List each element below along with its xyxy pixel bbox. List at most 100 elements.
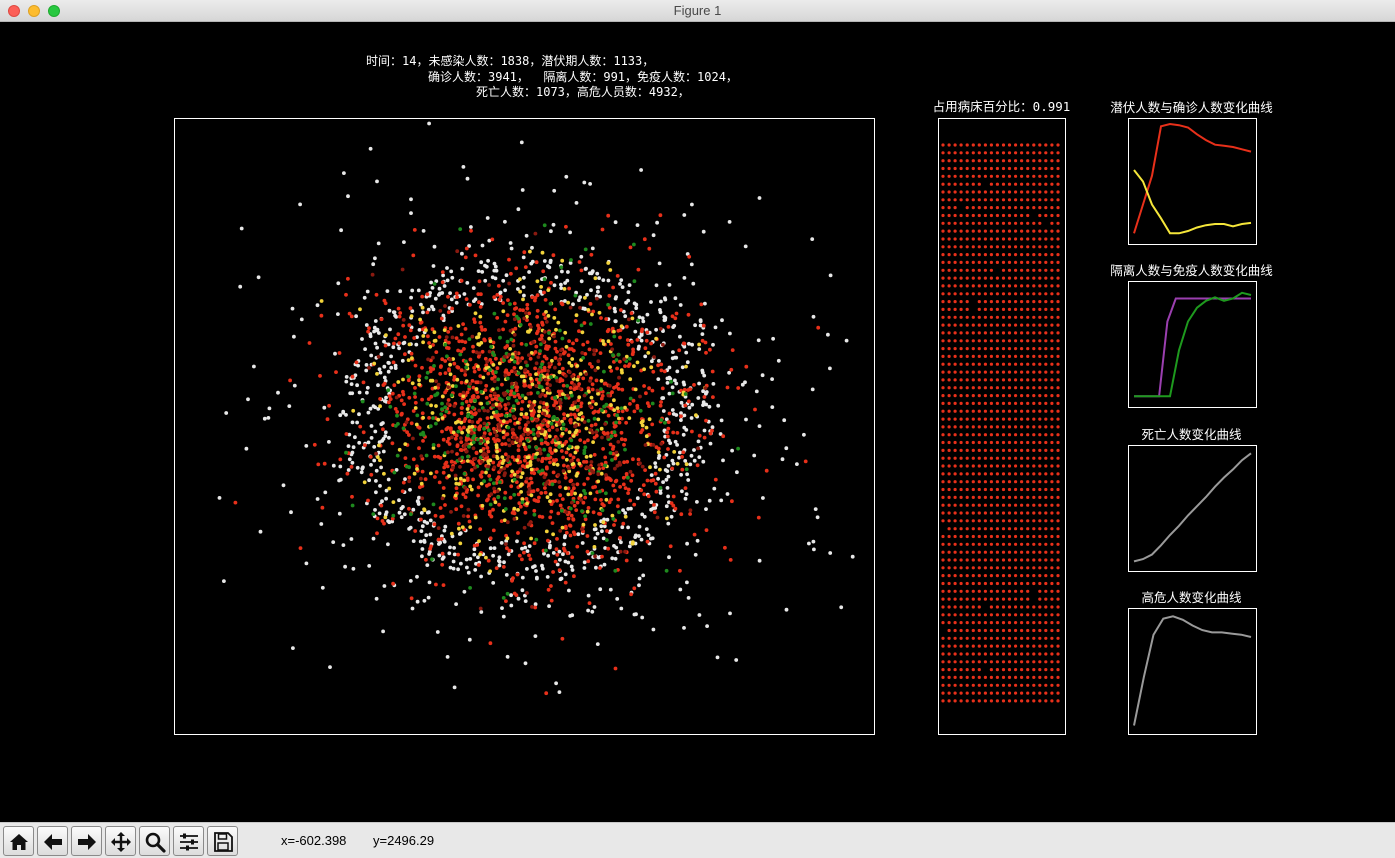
pan-button[interactable] [105, 826, 136, 856]
bed-dot [989, 425, 993, 429]
maximize-window-button[interactable] [48, 5, 60, 17]
bed-dot [1026, 597, 1030, 601]
bed-dot [1020, 229, 1024, 233]
bed-dot [965, 464, 969, 468]
person-dot [457, 526, 461, 531]
person-dot [585, 534, 590, 538]
person-dot [528, 557, 533, 561]
bed-dot [1014, 386, 1018, 390]
bed-dot [953, 378, 957, 382]
person-dot [384, 488, 389, 493]
person-dot [395, 453, 400, 458]
person-dot [414, 422, 419, 427]
person-dot [707, 404, 712, 409]
person-dot [550, 425, 555, 430]
bed-dot [971, 542, 975, 546]
person-dot [555, 437, 560, 441]
bed-dot [995, 566, 999, 570]
bed-dot [1038, 276, 1042, 280]
bed-dot [1038, 307, 1042, 311]
person-dot [659, 400, 663, 404]
close-window-button[interactable] [8, 5, 20, 17]
save-icon [214, 832, 233, 852]
configure-subplots-button[interactable] [173, 826, 204, 856]
bed-dot [983, 221, 987, 225]
person-dot [482, 479, 486, 484]
person-dot [344, 450, 348, 455]
bed-dot [983, 386, 987, 390]
person-dot [376, 407, 381, 411]
bed-dot [1050, 166, 1054, 171]
minimize-window-button[interactable] [28, 5, 40, 17]
person-dot [405, 417, 410, 422]
forward-button[interactable] [71, 826, 102, 856]
person-dot [523, 368, 527, 373]
person-dot [470, 420, 475, 424]
person-dot [396, 332, 401, 337]
person-dot [666, 494, 670, 499]
bed-dot [953, 589, 957, 593]
person-dot [667, 283, 672, 287]
death-plot [1133, 452, 1252, 563]
zoom-button[interactable] [139, 826, 170, 856]
person-dot [658, 403, 663, 408]
bed-dot [959, 276, 963, 280]
person-dot [482, 434, 486, 439]
person-dot [493, 414, 497, 418]
bed-dot [1001, 534, 1006, 539]
bed-dot [989, 668, 993, 672]
home-button[interactable] [3, 826, 34, 856]
person-dot [425, 292, 430, 297]
person-dot [559, 282, 563, 287]
figure-canvas[interactable]: 时间：14，未感染人数：1838，潜伏期人数：1133， 确诊人数：3941， … [0, 22, 1395, 822]
person-dot [522, 275, 526, 280]
person-dot [613, 220, 618, 225]
bed-dot [1032, 660, 1036, 664]
person-dot [649, 341, 653, 346]
person-dot [523, 458, 527, 463]
bed-dot [989, 206, 993, 210]
person-dot [412, 391, 417, 396]
person-dot [440, 514, 445, 519]
bed-dot [947, 597, 951, 601]
bed-dot [1056, 237, 1060, 241]
person-dot [408, 525, 413, 530]
bed-dot [989, 683, 993, 687]
person-dot [533, 634, 538, 638]
person-dot [681, 380, 686, 385]
bed-dot [989, 401, 993, 405]
person-dot [604, 473, 608, 477]
bed-dot [1007, 480, 1012, 484]
person-dot [518, 467, 523, 472]
person-dot [644, 338, 649, 343]
person-dot [677, 348, 682, 353]
bed-dot [965, 307, 969, 311]
person-dot [536, 457, 541, 462]
person-dot [590, 430, 595, 435]
save-button[interactable] [207, 826, 238, 856]
person-dot [465, 459, 470, 463]
bed-dot [965, 206, 969, 210]
person-dot [585, 292, 589, 297]
bed-dot [1001, 221, 1006, 225]
bed-dot [1014, 628, 1018, 633]
bed-dot [1032, 292, 1036, 296]
bed-dot [953, 206, 957, 210]
bed-dot [1056, 425, 1060, 429]
person-dot [569, 492, 574, 497]
person-dot [449, 297, 454, 302]
person-dot [604, 317, 609, 321]
person-dot [828, 366, 832, 371]
bed-dot [1044, 292, 1048, 296]
bed-dot [983, 237, 987, 241]
back-button[interactable] [37, 826, 68, 856]
person-dot [690, 202, 694, 207]
person-dot [469, 225, 473, 229]
bed-dot [971, 276, 975, 280]
bed-dot [1001, 417, 1006, 421]
bed-dot [1032, 229, 1036, 233]
person-dot [637, 583, 641, 588]
bed-dot [953, 464, 957, 468]
person-dot [529, 261, 534, 266]
bed-dot [1020, 260, 1024, 264]
